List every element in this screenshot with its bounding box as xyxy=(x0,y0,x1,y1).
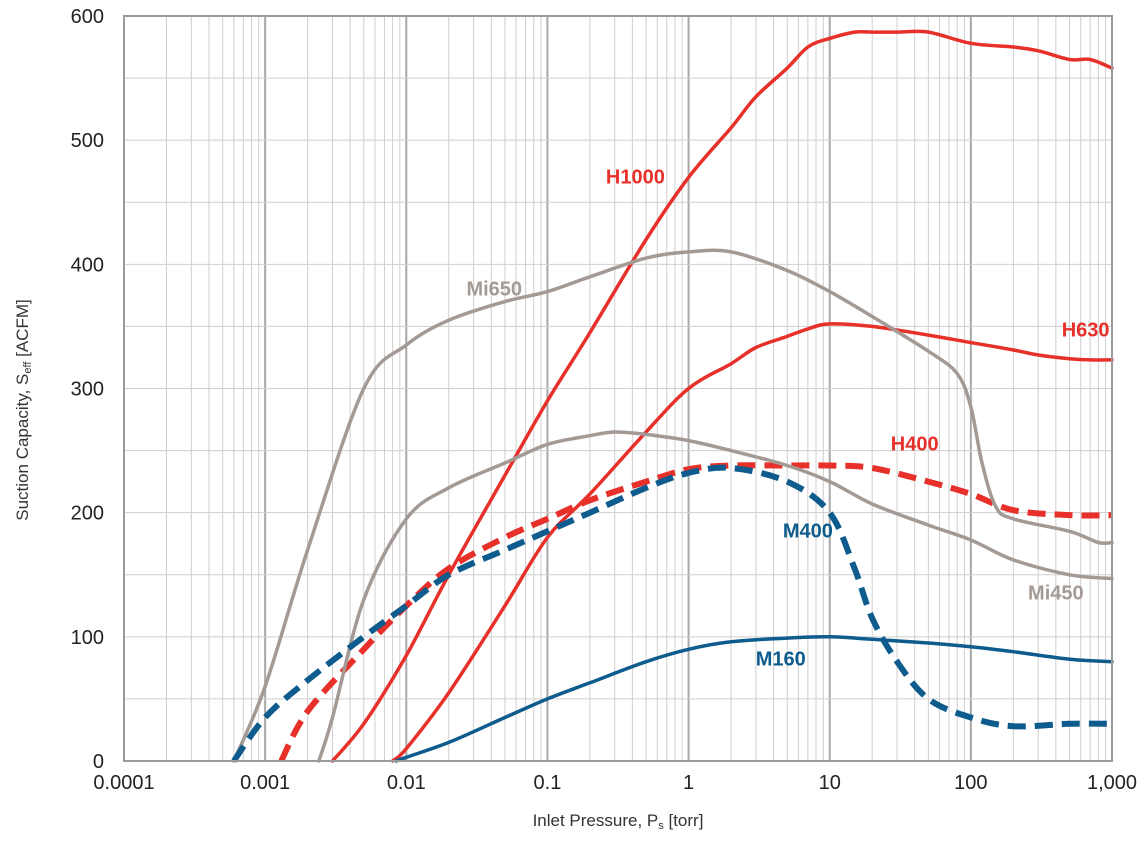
series-line-h630 xyxy=(390,322,1114,763)
series-line-mi650 xyxy=(232,248,1114,763)
y-tick-label: 100 xyxy=(71,627,104,649)
label-h400: H400 xyxy=(891,434,939,456)
y-tick-label: 600 xyxy=(71,6,104,28)
y-tick-label: 500 xyxy=(71,130,104,152)
series-line-mi450 xyxy=(317,430,1114,763)
y-tick-label: 200 xyxy=(71,503,104,525)
series-line-m160 xyxy=(394,635,1114,763)
x-tick-label: 0.1 xyxy=(534,772,562,794)
series-line-m400 xyxy=(231,464,1113,763)
y-axis-label: Suction Capacity, Seff [ACFM] xyxy=(13,299,34,520)
label-mi450: Mi450 xyxy=(1028,583,1084,605)
x-tick-labels: 0.0001 0.001 0.01 0.1 1 10 100 1,000 xyxy=(93,772,1137,794)
series-labels: H1000 H630 H400 Mi650 Mi450 M400 M160 xyxy=(466,167,1109,671)
plot-frame xyxy=(123,15,1113,762)
y-tick-label: 400 xyxy=(71,254,104,276)
label-h1000: H1000 xyxy=(606,167,665,189)
x-tick-label: 1,000 xyxy=(1087,772,1137,794)
x-tick-label: 1 xyxy=(683,772,694,794)
x-tick-label: 10 xyxy=(819,772,841,794)
x-tick-label: 0.0001 xyxy=(93,772,154,794)
x-tick-label: 0.001 xyxy=(240,772,290,794)
x-axis-label: Inlet Pressure, Ps [torr] xyxy=(533,811,704,832)
series-line-h1000 xyxy=(330,29,1114,763)
label-mi650: Mi650 xyxy=(466,278,522,300)
y-tick-label: 300 xyxy=(71,379,104,401)
x-tick-label: 0.01 xyxy=(387,772,426,794)
series-lines xyxy=(231,29,1114,763)
label-m400: M400 xyxy=(783,521,833,543)
y-tick-label: 0 xyxy=(93,751,104,773)
label-m160: M160 xyxy=(756,648,806,670)
x-tick-label: 100 xyxy=(954,772,987,794)
y-tick-labels: 0 100 200 300 400 500 600 xyxy=(71,6,104,773)
label-h630: H630 xyxy=(1062,319,1110,341)
